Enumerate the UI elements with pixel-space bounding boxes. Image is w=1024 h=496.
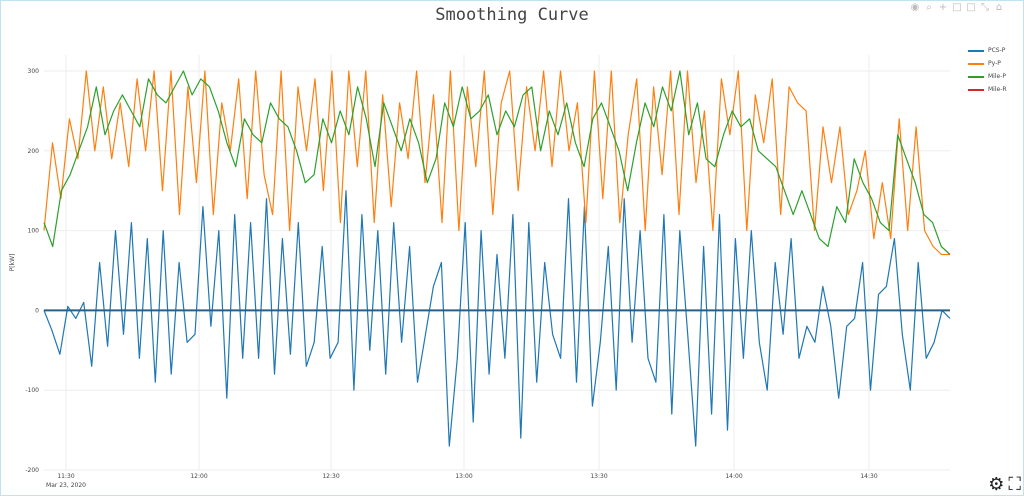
x-tick-label: 14:00 [725, 473, 742, 480]
legend-swatch [968, 75, 984, 78]
series-line-mile-p[interactable] [43, 70, 951, 255]
x-tick-label: 13:00 [455, 473, 472, 480]
legend-swatch [968, 49, 984, 52]
y-tick-label: 100 [28, 228, 40, 235]
legend: PCS-P Py-P Mile-P Mile-R [968, 44, 1007, 96]
x-tick-label: 13:30 [590, 473, 607, 480]
y-tick-label: 200 [28, 148, 40, 155]
legend-swatch [968, 62, 984, 65]
series-line-py-p[interactable] [43, 70, 950, 256]
legend-label: Py-P [988, 60, 1001, 67]
legend-item[interactable]: Mile-P [968, 70, 1007, 83]
y-tick-label: -200 [25, 467, 39, 474]
x-tick-label: 12:30 [322, 473, 339, 480]
x-tick-label: 14:30 [860, 473, 877, 480]
camera-icon[interactable]: ◉ [910, 2, 920, 13]
x-tick-label: 12:00 [190, 473, 207, 480]
square-icon[interactable]: □ [952, 2, 962, 13]
y-tick-label: -100 [25, 387, 39, 394]
plus-icon[interactable]: + [938, 2, 948, 13]
series-line-pcs-p[interactable] [43, 190, 951, 447]
chart-title: Smoothing Curve [435, 5, 589, 25]
expand-icon[interactable]: ⤡ [981, 2, 989, 13]
gear-icon[interactable]: ⚙ [988, 474, 1005, 495]
legend-swatch [968, 88, 984, 91]
corner-icons: ⚙ ⛶ [988, 476, 1021, 494]
square-icon[interactable]: □ [966, 2, 976, 13]
y-tick-label: 300 [28, 68, 40, 75]
legend-label: Mile-P [988, 73, 1006, 80]
zoom-icon[interactable]: ⌕ [926, 2, 932, 13]
x-date-label: Mar 23, 2020 [46, 482, 86, 489]
x-tick-label: 11:30 [57, 473, 74, 480]
legend-label: Mile-R [988, 86, 1007, 93]
home-icon[interactable]: ⌂ [995, 2, 1003, 13]
modebar: ◉ ⌕ + □ □ ⤡ ⌂ [910, 3, 1004, 13]
legend-label: PCS-P [988, 47, 1006, 54]
y-axis-label: P[kW] [9, 254, 16, 272]
legend-item[interactable]: Mile-R [968, 83, 1007, 96]
legend-item[interactable]: PCS-P [968, 44, 1007, 57]
legend-item[interactable]: Py-P [968, 57, 1007, 70]
fullscreen-icon[interactable]: ⛶ [1008, 474, 1021, 495]
y-tick-label: 0 [35, 307, 39, 314]
